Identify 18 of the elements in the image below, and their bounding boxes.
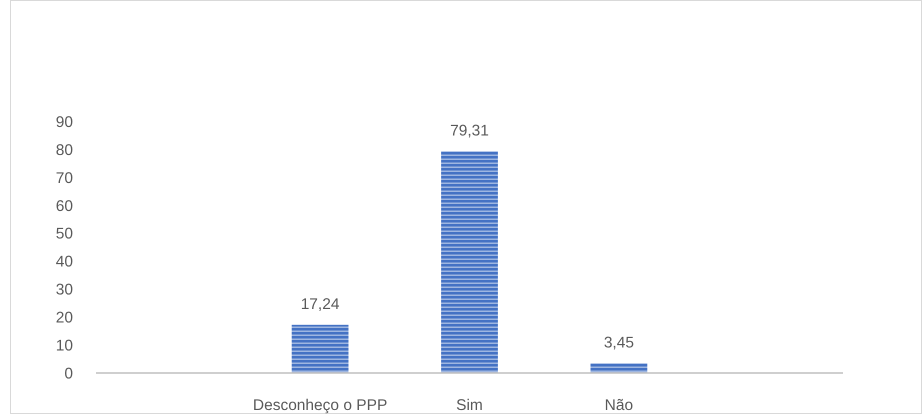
data-label: 3,45 <box>604 334 634 352</box>
y-tick-label: 0 <box>64 365 74 382</box>
y-tick-label: 10 <box>56 337 74 354</box>
y-tick-label: 90 <box>56 114 74 131</box>
x-tick-label: Desconheço o PPP <box>252 397 388 414</box>
x-tick-label: Sim <box>456 397 483 414</box>
y-tick-label: 30 <box>56 282 74 299</box>
x-tick-label: Não <box>604 397 634 414</box>
y-tick-label: 60 <box>56 198 74 215</box>
data-label: 79,31 <box>450 122 489 140</box>
data-label: 17,24 <box>300 296 340 313</box>
bar <box>292 324 348 373</box>
y-tick-label: 40 <box>56 254 74 271</box>
y-tick-label: 80 <box>56 142 74 159</box>
y-tick-label: 20 <box>56 310 74 327</box>
bar <box>441 151 498 373</box>
y-tick-label: 70 <box>56 170 74 187</box>
y-tick-label: 50 <box>56 226 74 243</box>
